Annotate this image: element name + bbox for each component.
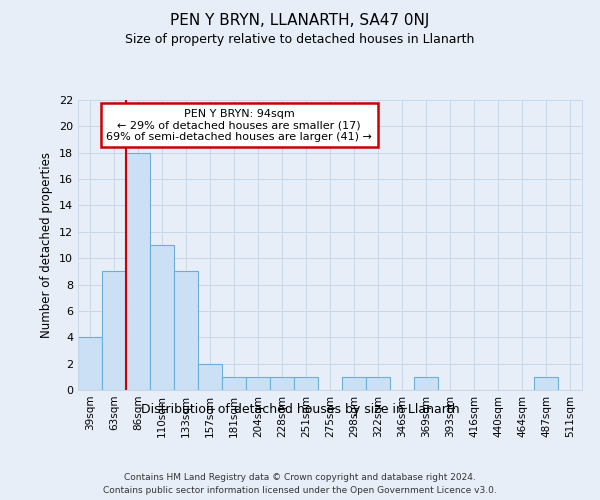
Y-axis label: Number of detached properties: Number of detached properties bbox=[40, 152, 53, 338]
Bar bbox=[366, 377, 390, 390]
Bar bbox=[102, 272, 126, 390]
Text: PEN Y BRYN, LLANARTH, SA47 0NJ: PEN Y BRYN, LLANARTH, SA47 0NJ bbox=[170, 12, 430, 28]
Bar bbox=[534, 377, 558, 390]
Bar bbox=[150, 245, 174, 390]
Text: PEN Y BRYN: 94sqm
← 29% of detached houses are smaller (17)
69% of semi-detached: PEN Y BRYN: 94sqm ← 29% of detached hous… bbox=[106, 108, 372, 142]
Text: Size of property relative to detached houses in Llanarth: Size of property relative to detached ho… bbox=[125, 32, 475, 46]
Bar bbox=[294, 377, 318, 390]
Bar bbox=[246, 377, 270, 390]
Bar bbox=[198, 364, 222, 390]
Text: Contains public sector information licensed under the Open Government Licence v3: Contains public sector information licen… bbox=[103, 486, 497, 495]
Text: Contains HM Land Registry data © Crown copyright and database right 2024.: Contains HM Land Registry data © Crown c… bbox=[124, 472, 476, 482]
Bar bbox=[414, 377, 438, 390]
Text: Distribution of detached houses by size in Llanarth: Distribution of detached houses by size … bbox=[140, 402, 460, 415]
Bar bbox=[342, 377, 366, 390]
Bar bbox=[270, 377, 294, 390]
Bar bbox=[126, 152, 150, 390]
Bar bbox=[78, 338, 102, 390]
Bar bbox=[174, 272, 198, 390]
Bar bbox=[222, 377, 246, 390]
